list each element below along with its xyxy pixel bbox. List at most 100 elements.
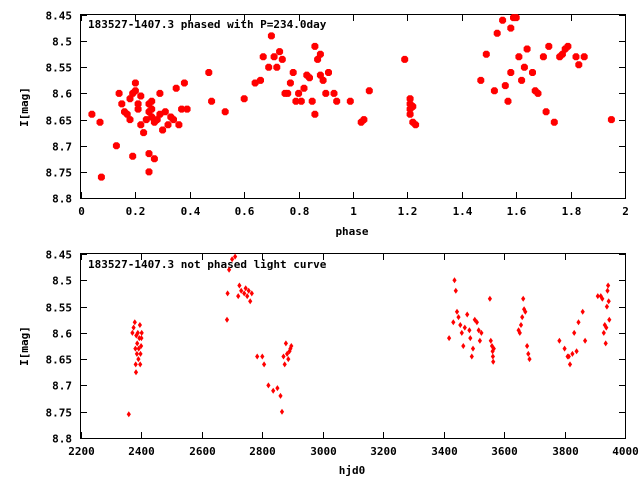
phased-data-point [501,82,509,90]
phased-data-point [507,24,515,32]
phased-x-tick-label: 1.8 [562,205,582,218]
unphased-x-tick-label: 3600 [491,445,518,458]
unphased-data-point [249,290,254,297]
unphased-data-point [491,358,496,365]
unphased-data-point [227,266,232,273]
unphased-data-point [580,308,585,315]
phased-x-tick-label: 2 [622,205,629,218]
phased-data-point [284,89,292,97]
phased-data-point [482,50,490,58]
unphased-data-point [242,290,247,297]
unphased-data-point [275,385,280,392]
phased-y-tick-label: 8.55 [46,62,73,75]
phased-data-point [550,118,558,126]
unphased-data-point [461,343,466,349]
unphased-data-point [520,314,525,321]
phased-data-point [150,155,158,163]
phased-data-point [276,48,284,56]
unphased-data-point [476,327,481,334]
unphased-data-point [271,387,276,394]
phased-data-point [88,110,96,118]
unphased-plot-panel: 183527-1407.3 not phased light curve hjd… [18,249,639,478]
phased-data-point [140,129,148,137]
phased-data-point [311,42,319,50]
phased-data-point [507,69,515,76]
phased-data-point [240,95,248,103]
unphased-data-point [255,353,260,360]
phased-data-point [273,63,281,71]
phased-data-point [112,142,120,150]
unphased-data-point [135,340,140,347]
phased-data-point [172,84,180,92]
unphased-data-point [570,350,575,357]
unphased-data-point [526,350,531,357]
phased-data-point [126,95,134,103]
unphased-data-point [131,324,136,331]
unphased-data-point [243,285,248,292]
unphased-data-point [600,295,605,302]
unphased-y-tick-label: 8.65 [46,354,73,367]
unphased-data-point [603,340,608,347]
unphased-data-point [133,345,138,352]
unphased-y-tick-label: 8.45 [46,249,73,262]
phased-data-point [153,116,161,124]
phased-y-tick-label: 8.65 [46,115,73,128]
unphased-data-point [225,290,230,297]
unphased-data-point [606,282,611,289]
unphased-data-point [233,253,238,260]
unphased-data-point [138,350,143,357]
phased-data-point [123,110,131,118]
phased-data-point [159,126,167,134]
phased-data-point [145,168,153,176]
unphased-x-tick-label: 2800 [249,445,276,458]
unphased-data-point [138,361,143,368]
unphased-data-point [137,322,142,328]
unphased-data-point [454,308,460,315]
phased-data-point [580,53,588,61]
phased-x-tick-label: 1.2 [398,205,418,218]
phased-data-point [512,14,520,22]
unphased-data-point [136,356,141,363]
unphased-data-point [518,322,524,328]
unphased-x-axis-label: hjd0 [339,464,366,477]
unphased-data-point [286,356,291,363]
phased-data-point [490,87,498,95]
unphased-x-tick-label: 3000 [310,445,337,458]
unphased-y-tick-label: 8.55 [46,302,73,315]
unphased-data-point [572,329,577,336]
unphased-data-point [266,382,271,389]
phased-data-point [572,53,580,61]
phased-data-point [515,53,523,61]
phased-data-point [267,32,275,40]
phased-data-point [295,89,303,97]
phased-data-point [208,97,216,105]
phased-plot-frame [80,14,626,199]
unphased-data-point [583,337,588,344]
unphased-x-tick-label: 3800 [552,445,579,458]
unphased-y-ticks: 8.45 8.5 8.55 8.6 8.65 8.7 8.75 8.8 [46,249,625,446]
phased-data-point [156,110,164,118]
phased-x-tick-label: 0.6 [235,205,255,218]
phased-data-point [170,116,177,124]
unphased-data-point [479,329,484,336]
unphased-data-point [289,343,294,349]
unphased-data-point [447,335,452,342]
phased-data-point [401,55,409,63]
unphased-data-point [462,324,467,331]
phased-data-point [251,79,259,87]
phased-data-point [265,63,273,71]
unphased-data-point [567,361,573,368]
phased-data-point [520,63,528,71]
unphased-data-point [282,361,287,368]
unphased-y-tick-label: 8.6 [52,328,72,341]
phased-data-point [205,69,213,76]
phased-data-point [564,42,572,50]
unphased-data-point [470,345,476,352]
unphased-data-point [237,282,242,289]
unphased-data-point [607,316,612,323]
unphased-data-point [285,350,290,357]
phased-data-point [257,76,264,84]
phased-data-point [499,16,507,24]
